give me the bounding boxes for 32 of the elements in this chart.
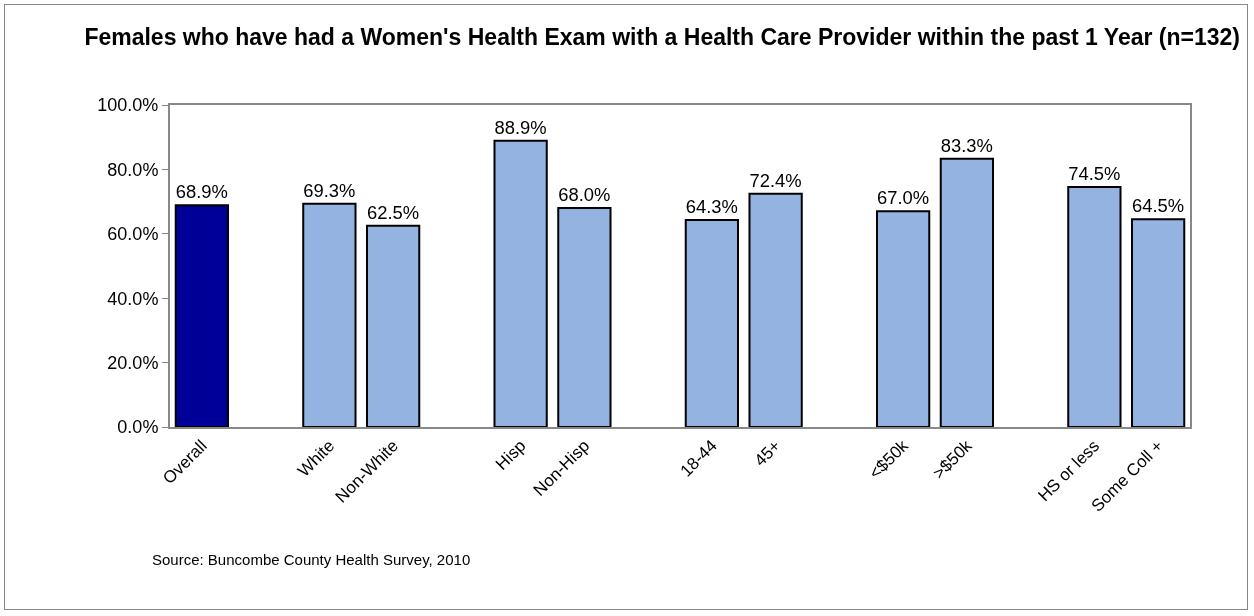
bar [365,224,421,427]
data-label: 67.0% [877,187,930,209]
bar [939,157,995,427]
data-label: 74.5% [1068,163,1121,185]
y-tick-label: 100.0% [97,95,159,116]
bar [557,207,612,427]
y-tick-label: 20.0% [107,352,159,373]
y-tick-label: 40.0% [107,288,159,309]
bar [1130,218,1186,427]
bar [748,192,803,427]
data-label: 83.3% [940,134,993,156]
source-note: Source: Buncombe County Health Survey, 2010 [152,551,471,568]
y-tick-label: 0.0% [117,417,159,438]
chart-title: Females who have had a Women's Health Exam with a Health Care Provider within the past 1 Year (n=132) [84,24,1241,51]
x-tick-label: Hisp [491,436,530,474]
bar [1067,186,1122,427]
data-label: 88.9% [494,116,547,138]
bar [875,210,931,427]
bar [493,139,548,427]
data-label: 62.5% [367,201,420,223]
data-label: 64.3% [685,196,738,218]
x-tick-label: 45+ [750,436,785,471]
data-label: 69.3% [303,179,356,201]
data-label: 68.9% [175,181,228,203]
data-label: 72.4% [749,170,802,191]
bar [684,218,740,427]
data-label: 64.5% [1132,195,1185,217]
data-label: 68.0% [558,184,611,206]
y-tick-label: 60.0% [107,224,159,245]
bar [174,204,230,427]
bar [302,202,357,427]
y-tick-label: 80.0% [107,159,159,180]
